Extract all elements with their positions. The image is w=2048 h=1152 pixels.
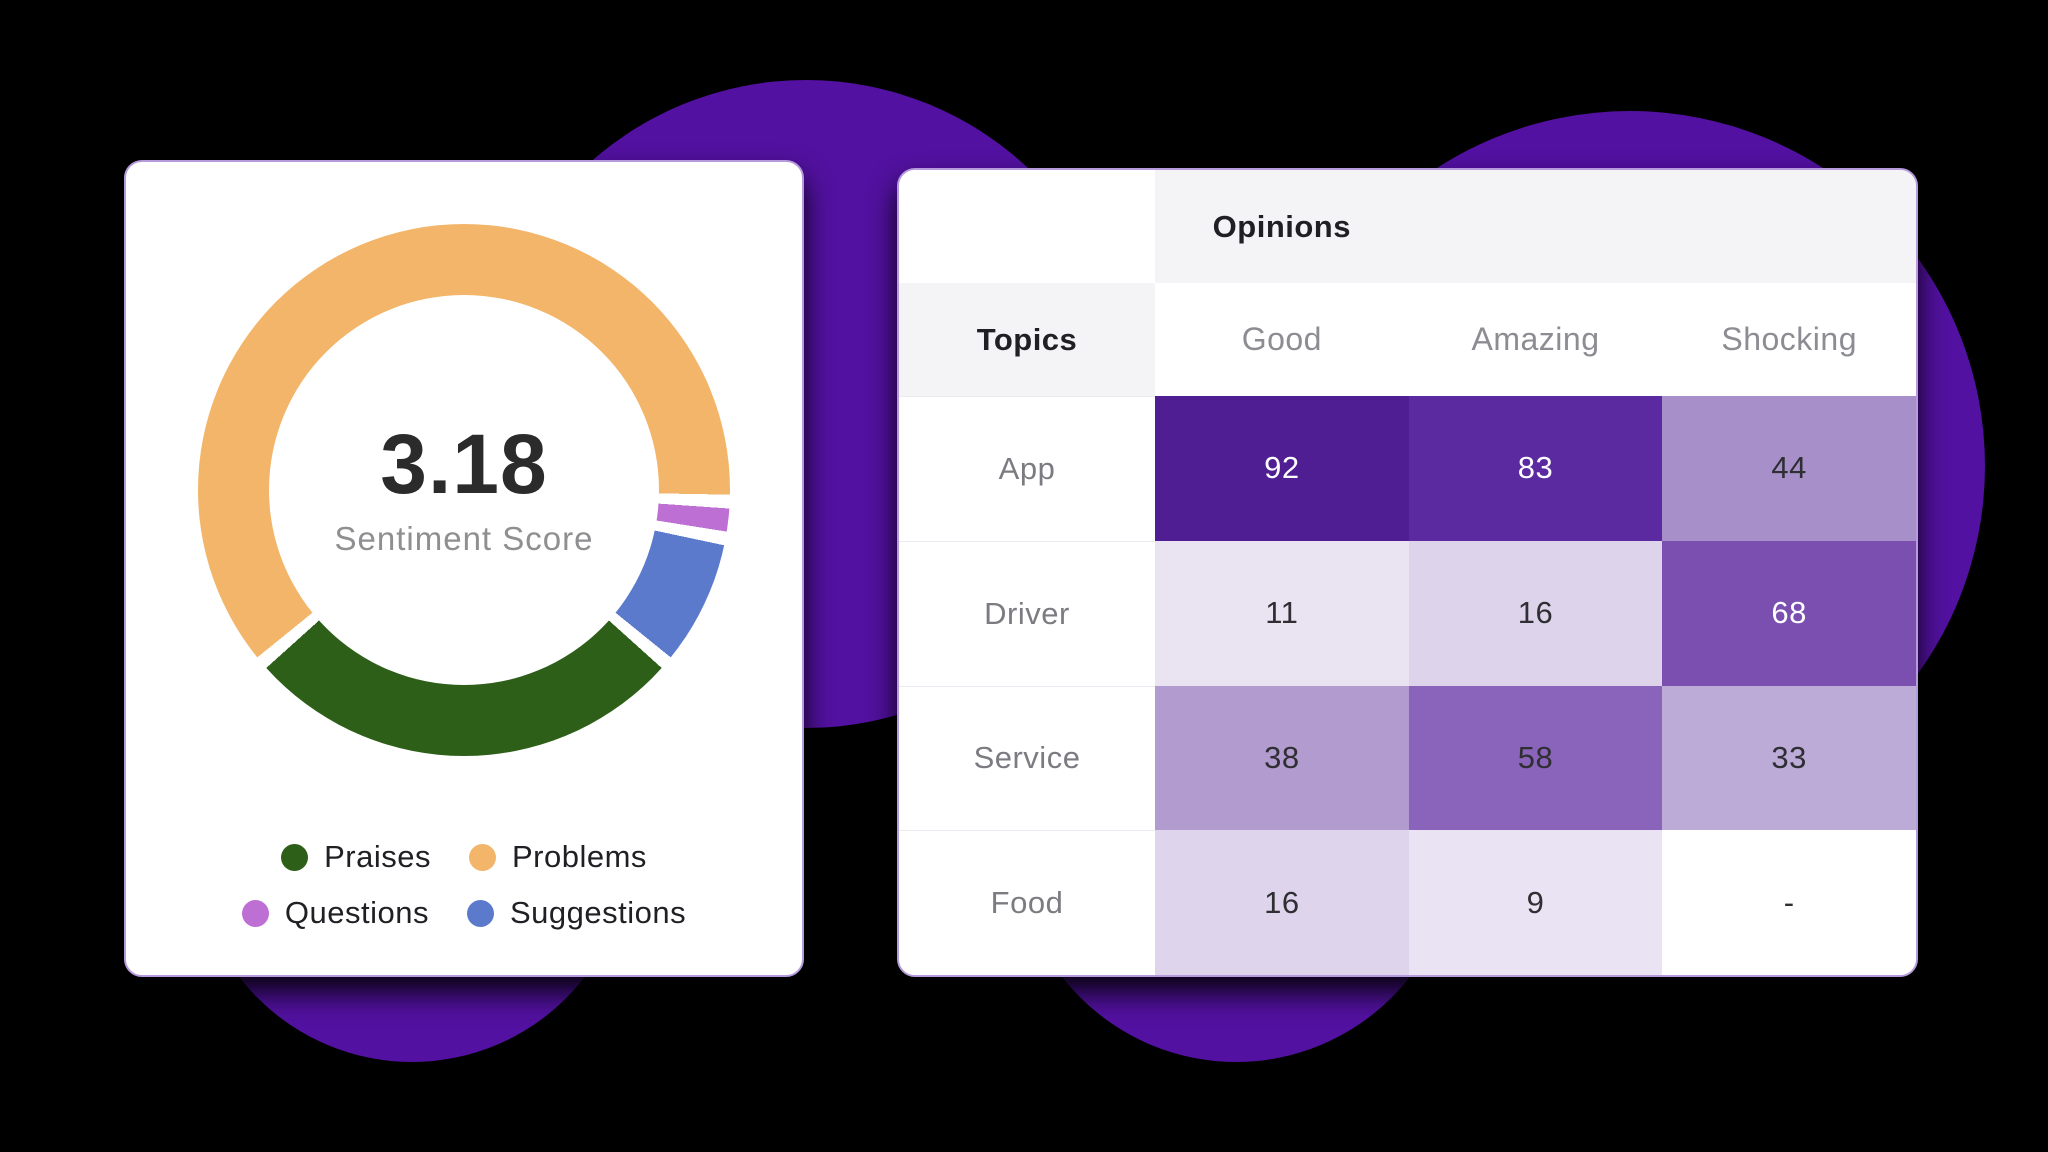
heatmap-cell: 68 — [1662, 540, 1916, 686]
table-body: App 92 83 44 Driver 11 16 68 Service 38 58 33 Food 16… — [899, 396, 1916, 975]
opinions-header-label: Opinions — [1212, 208, 1351, 244]
heatmap-cell: 44 — [1662, 396, 1916, 541]
table-row-driver: Driver 11 16 68 — [899, 540, 1916, 686]
heatmap-cell: 58 — [1408, 685, 1663, 831]
legend-dot-icon — [241, 899, 269, 927]
sentiment-donut-chart: 3.18 Sentiment Score — [198, 224, 730, 756]
heatmap-cell: 33 — [1662, 685, 1916, 831]
donut-center: 3.18 Sentiment Score — [269, 295, 659, 685]
row-label: Driver — [899, 540, 1155, 686]
row-label: Food — [899, 830, 1155, 975]
heatmap-cell: 38 — [1155, 685, 1409, 831]
legend-item-problems: Problems — [468, 839, 647, 875]
column-header-good: Good — [1155, 283, 1409, 396]
heatmap-cell: 83 — [1408, 396, 1663, 541]
legend-dot-icon — [466, 899, 494, 927]
donut-legend: Praises Problems Questions Suggestions — [126, 839, 802, 931]
column-header-shocking: Shocking — [1662, 283, 1916, 396]
heatmap-cell: - — [1662, 830, 1916, 975]
legend-label: Suggestions — [509, 895, 687, 930]
legend-item-questions: Questions — [241, 895, 429, 931]
sentiment-score-value: 3.18 — [380, 417, 548, 511]
heatmap-cell: 9 — [1408, 830, 1663, 975]
legend-row: Questions Suggestions — [126, 895, 802, 931]
table-row-food: Food 16 9- — [899, 830, 1916, 975]
sentiment-score-label: Sentiment Score — [334, 520, 594, 557]
topics-header-cell: Topics — [899, 283, 1155, 396]
heatmap-cell: 16 — [1408, 540, 1663, 686]
sentiment-score-card: 3.18 Sentiment Score Praises Problems Ques… — [124, 160, 804, 977]
row-label: Service — [899, 685, 1155, 831]
opinions-header-band: Opinions — [1155, 170, 1916, 283]
opinions-table-card: Opinions Topics Good Amazing Shocking Ap… — [897, 168, 1918, 977]
legend-label: Problems — [511, 839, 647, 874]
legend-label: Praises — [324, 839, 431, 874]
table-row-service: Service 38 58 33 — [899, 685, 1916, 831]
table-corner-cell — [899, 170, 1155, 283]
table-column-header-row: Topics Good Amazing Shocking — [899, 283, 1916, 396]
legend-dot-icon — [468, 843, 496, 871]
legend-dot-icon — [281, 843, 309, 871]
legend-item-praises: Praises — [281, 839, 431, 875]
heatmap-cell: 92 — [1155, 396, 1409, 541]
heatmap-cell: 11 — [1155, 540, 1409, 686]
row-label: App — [899, 396, 1155, 541]
legend-row: Praises Problems — [126, 839, 802, 875]
legend-item-suggestions: Suggestions — [466, 895, 687, 931]
table-group-header-row: Opinions — [899, 170, 1916, 283]
table-row-app: App 92 83 44 — [899, 396, 1916, 541]
legend-label: Questions — [284, 895, 429, 930]
heatmap-cell: 16 — [1155, 830, 1409, 975]
column-header-amazing: Amazing — [1408, 283, 1663, 396]
